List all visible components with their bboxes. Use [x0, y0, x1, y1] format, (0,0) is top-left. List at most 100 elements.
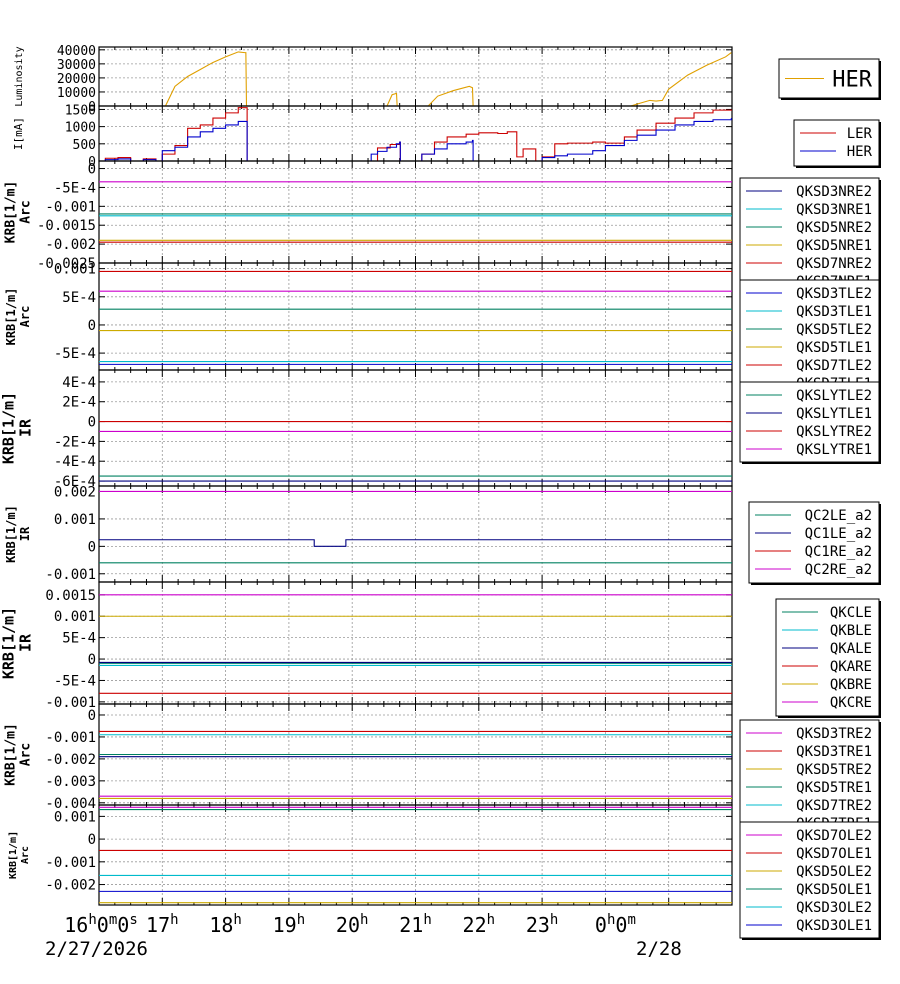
- y-tick-label: -0.0025: [37, 256, 96, 272]
- legend-6: QKCLE QKBLE QKALE QKARE QKBRE QKCRE: [775, 598, 881, 718]
- y-axis-label: KRB[1/m] Arc: [4, 288, 32, 346]
- y-tick-label: 5E-4: [62, 631, 96, 647]
- x-tick-label: 0h0m: [595, 912, 636, 937]
- y-axis-label: KRB[1/m] IR: [0, 607, 35, 679]
- legend-label: QC2LE_a2: [805, 508, 872, 524]
- legend-label: QKSD7NRE2: [796, 256, 872, 272]
- legend-label: HER: [847, 144, 873, 160]
- y-tick-label: -5E-4: [54, 673, 96, 689]
- legend-5: QC2LE_a2 QC1LE_a2 QC1RE_a2 QC2RE_a2: [748, 501, 881, 585]
- legend-label: QC1RE_a2: [805, 544, 872, 560]
- y-axis-label-line: KRB[1/m]: [8, 831, 19, 879]
- y-axis-label-line: Arc: [19, 200, 34, 223]
- chart-panel-7: 0 -0.001 -0.002 -0.003 -0.004 KRB[1/m] Arc QKSD…: [4, 703, 881, 838]
- legend-box: [739, 821, 880, 939]
- y-tick-label: 30000: [57, 58, 96, 73]
- legend-label: QKSD3TRE2: [796, 726, 872, 742]
- legend-label: QKSD3NRE1: [796, 202, 872, 218]
- y-tick-label: 5E-4: [62, 290, 96, 306]
- series-line-HER: [99, 51, 732, 106]
- y-tick-label: -2E-4: [54, 434, 96, 450]
- y-axis-label-line: KRB[1/m]: [4, 288, 18, 346]
- legend-box: [775, 598, 880, 717]
- legend-label: QKARE: [830, 659, 872, 675]
- series-group-4: [99, 421, 732, 482]
- legend-label: QKCLE: [830, 605, 872, 621]
- x-axis-date-start: 2/27/2026: [45, 938, 148, 960]
- y-tick-label: 0: [88, 652, 96, 668]
- y-tick-label: 0: [88, 162, 96, 178]
- legend-label: QKSD3TRE1: [796, 744, 872, 760]
- y-axis-label-line: IR: [17, 418, 35, 437]
- x-tick-label: 19h: [273, 912, 306, 937]
- chart-panel-4: 4E-4 2E-4 0 -2E-4 -4E-4 -6E-4 KRB[1/m] IR QKSLYT…: [0, 369, 881, 490]
- legend-label: QKSD5NRE2: [796, 220, 872, 236]
- y-tick-label: -0.001: [45, 855, 96, 871]
- legend-label: QKSD7OLE2: [796, 828, 872, 844]
- legend-label: QC1LE_a2: [805, 526, 872, 542]
- legend-box: [739, 719, 880, 837]
- y-tick-label: 0: [88, 155, 96, 170]
- series-line-LER: [99, 107, 732, 161]
- y-axis-label-line: KRB[1/m]: [4, 505, 18, 563]
- y-axis-label-line: IR: [18, 526, 32, 541]
- legend-label: QKSD5NRE1: [796, 238, 872, 254]
- y-tick-label: 0: [88, 539, 96, 555]
- series-group-1: [99, 107, 732, 161]
- legend-label: QKALE: [830, 641, 872, 657]
- y-tick-label: 2E-4: [62, 395, 96, 411]
- y-axis-label-line: KRB[1/m]: [4, 723, 19, 786]
- legend-3: QKSD3TLE2 QKSD3TLE1 QKSD5TLE2 QKSD5TLE1 QKSD…: [739, 279, 881, 398]
- y-axis-label-line: Arc: [20, 846, 31, 864]
- legend-label: QKSLYTRE1: [796, 442, 872, 458]
- y-tick-label: -6E-4: [54, 474, 96, 490]
- series-group-2: [99, 181, 732, 243]
- y-axis-label-line: IR: [17, 633, 35, 652]
- y-axis-label-line: KRB[1/m]: [0, 607, 18, 679]
- y-axis-label-line: KRB[1/m]: [4, 181, 19, 244]
- legend-label: LER: [847, 126, 873, 142]
- series-group-8: [99, 806, 732, 904]
- x-tick-label: 22h: [463, 912, 496, 937]
- legend-label: QKSD5TRE1: [796, 780, 872, 796]
- y-tick-label: 500: [73, 138, 96, 153]
- legend-label: QKSD7TRE2: [796, 798, 872, 814]
- y-axis-label: KRB[1/m] IR: [4, 505, 32, 563]
- x-axis-labels: 16h0m0s 17h 18h 19h 20h 21h 22h 23h 0h0m 2/27/202…: [45, 912, 682, 960]
- y-tick-label: 0: [88, 318, 96, 334]
- y-tick-label: -5E-4: [54, 346, 96, 362]
- y-tick-label: 0.001: [54, 512, 96, 528]
- y-tick-label: 0.001: [54, 609, 96, 625]
- series-group-7: [99, 730, 732, 799]
- legend-label: QKSD5OLE1: [796, 882, 872, 898]
- y-tick-label: 0.002: [54, 484, 96, 500]
- legend-label: QKSD5TRE2: [796, 762, 872, 778]
- legend-box: [793, 119, 880, 167]
- series-line-HER: [99, 118, 732, 161]
- series-group-3: [99, 270, 732, 365]
- legend-4: QKSLYTLE2 QKSLYTLE1 QKSLYTRE2 QKSLYTRE1: [739, 381, 881, 464]
- y-tick-label: -0.004: [45, 796, 96, 812]
- y-tick-label: -0.0015: [37, 218, 96, 234]
- legend-label: QKSD5TLE2: [796, 322, 872, 338]
- series-group-5: [99, 490, 732, 582]
- y-tick-label: -5E-4: [54, 180, 96, 196]
- legend-label: QKSD7TLE2: [796, 358, 872, 374]
- legend-label: QKSD7OLE1: [796, 846, 872, 862]
- y-axis-label-line: Arc: [19, 743, 34, 766]
- y-tick-label: -4E-4: [54, 454, 96, 470]
- y-tick-label: -0.002: [45, 237, 96, 253]
- y-tick-label: -0.001: [45, 695, 96, 711]
- chart-panel-6: 0.0015 0.001 5E-4 0 -5E-4 -0.001 KRB[1/m] IR QKC…: [0, 581, 881, 718]
- x-tick-label: 21h: [399, 912, 432, 937]
- chart-panel-2: 0-5E-4-0.001-0.0015-0.002-0.0025KRB[1/m]…: [4, 160, 881, 296]
- x-tick-label: 17h: [146, 912, 179, 937]
- y-axis-label-line: KRB[1/m]: [0, 392, 18, 464]
- plot-frame: [98, 160, 733, 264]
- chart-panel-1: 0 500 1000 1500 I[mA] LER HER: [12, 103, 881, 170]
- legend-box: [739, 279, 880, 397]
- series-group-6: [99, 594, 732, 694]
